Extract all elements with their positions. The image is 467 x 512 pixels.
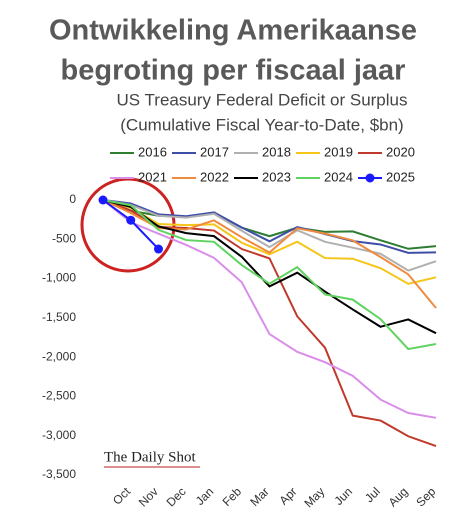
series-line <box>102 199 437 272</box>
legend-label: 2023 <box>262 169 291 184</box>
x-tick-label: Nov <box>136 484 161 509</box>
legend-label: 2025 <box>386 169 415 184</box>
series-marker <box>98 195 108 205</box>
x-tick-label: Apr <box>277 484 300 507</box>
legend-label: 2024 <box>324 169 353 184</box>
legend-label: 2022 <box>200 169 229 184</box>
legend-marker <box>365 173 375 183</box>
x-tick-label: Sep <box>413 484 438 509</box>
x-tick-label: Oct <box>110 484 134 508</box>
x-tick-label: Jan <box>193 484 217 508</box>
x-tick-label: Jul <box>362 484 383 505</box>
x-tick-label: May <box>301 484 327 510</box>
legend-label: 2016 <box>138 144 167 159</box>
y-tick-label: -1,000 <box>42 271 76 285</box>
y-tick-label: -500 <box>52 231 76 245</box>
series-line <box>102 199 437 309</box>
source-logo: The Daily Shot <box>104 449 196 465</box>
series-line <box>102 199 437 335</box>
y-tick-label: -2,500 <box>42 389 76 403</box>
legend-label: 2021 <box>138 169 167 184</box>
series-marker <box>154 244 163 254</box>
x-tick-label: Mar <box>247 484 272 509</box>
x-tick-label: Aug <box>386 484 411 509</box>
legend-label: 2017 <box>200 144 229 159</box>
legend-label: 2020 <box>386 144 415 159</box>
chart-title: US Treasury Federal Deficit or Surplus <box>117 90 408 109</box>
x-tick-label: Jun <box>332 484 356 508</box>
y-tick-label: -3,500 <box>42 467 76 481</box>
series-line <box>102 199 437 419</box>
page-title: begroting per fiscaal jaar <box>61 55 406 87</box>
x-tick-label: Dec <box>164 484 189 509</box>
series-line <box>102 199 437 285</box>
x-tick-label: Feb <box>220 484 245 509</box>
series-line <box>102 199 437 254</box>
chart-subtitle: (Cumulative Fiscal Year-to-Date, $bn) <box>120 115 403 134</box>
series-marker <box>126 215 136 225</box>
page-title: Ontwikkeling Amerikaanse <box>49 15 417 47</box>
legend-label: 2019 <box>324 144 353 159</box>
y-tick-label: -3,000 <box>42 428 76 442</box>
series-line <box>102 199 437 351</box>
y-tick-label: -1,500 <box>42 310 76 324</box>
legend-label: 2018 <box>262 144 291 159</box>
y-tick-label: -2,000 <box>42 349 76 363</box>
y-tick-label: 0 <box>69 192 76 206</box>
